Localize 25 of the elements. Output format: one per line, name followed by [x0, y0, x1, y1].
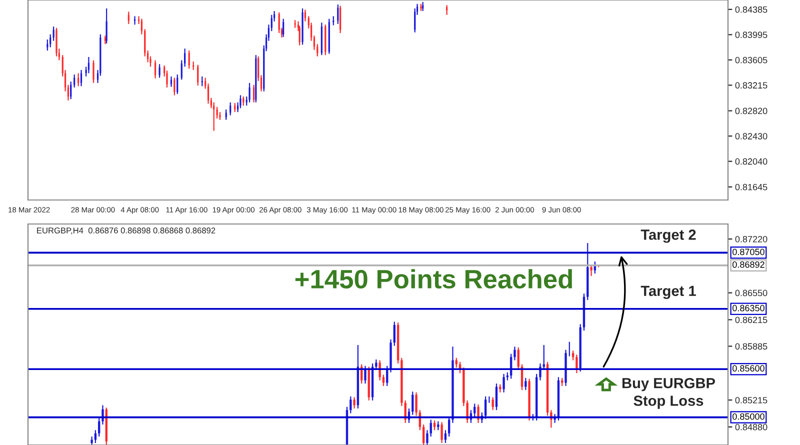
y-tick-label: 0.85215 [735, 396, 768, 404]
ref-line-label: 0.86350 [732, 304, 764, 312]
ref-line-label: 0.85600 [732, 365, 764, 372]
y-tick-label: 0.83995 [735, 32, 768, 38]
annotation: Buy EURGBP [622, 378, 715, 392]
y-tick-label: 0.83215 [735, 82, 768, 89]
y-tick-label: 0.84385 [735, 6, 768, 13]
annotation: Target 1 [640, 286, 696, 300]
annotation: Stop Loss [634, 396, 704, 409]
y-tick-label: 0.82040 [735, 158, 768, 165]
ref-line-label: 0.86892 [732, 261, 764, 268]
y-tick-label: 0.82430 [735, 133, 768, 140]
ref-line-label: 0.87050 [732, 248, 764, 256]
y-tick-label: 0.83605 [735, 56, 768, 64]
annotation: +1450 Points Reached [295, 269, 572, 289]
y-tick-label: 0.82820 [735, 108, 768, 114]
y-tick-label: 0.86215 [735, 316, 768, 324]
y-tick-label: 0.87220 [735, 236, 768, 242]
y-tick-label: 0.84880 [735, 424, 768, 430]
ref-line-label: 0.85000 [732, 413, 764, 420]
y-tick-label: 0.81645 [735, 184, 768, 190]
y-tick-label: 0.85885 [735, 343, 768, 350]
annotation: Target 2 [640, 230, 696, 243]
y-tick-label: 0.86550 [735, 290, 768, 296]
annotation: EURGBP,H4 0.86876 0.86898 0.86868 0.86892 [37, 228, 216, 234]
